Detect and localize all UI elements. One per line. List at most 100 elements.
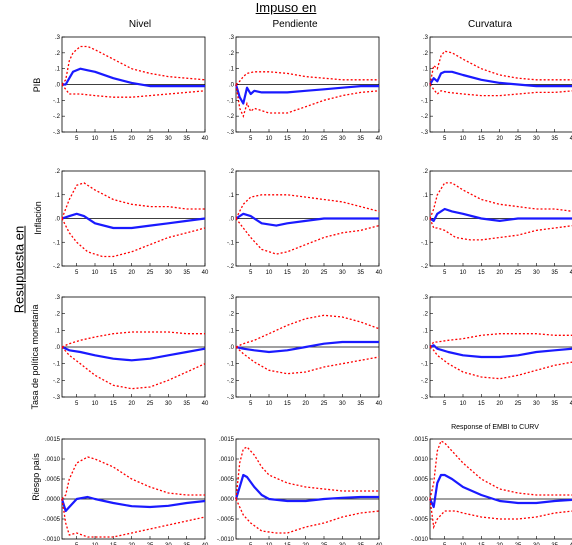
y-tick-label: -.0010 [43,537,61,543]
x-tick-label: 15 [110,270,117,276]
y-tick-label: -.0005 [43,517,61,523]
panel-3-2: -.0010 -.0005 .0000 .0005 .0010 .0015 5 10 15 20 2… [411,437,572,545]
x-tick-label: 40 [570,401,572,407]
panel-2-2: -.3 -.2 -.1 .0 .1 .2 .3 5 10 15 20 25 30 35 40 [421,295,572,407]
lower-band-line [61,218,206,258]
y-tick-label: .3 [229,35,235,41]
y-tick-label: .2 [55,51,61,57]
x-tick-label: 40 [202,270,209,276]
x-tick-label: 5 [443,270,447,276]
x-tick-label: 15 [478,270,485,276]
x-tick-label: 5 [249,270,253,276]
lower-band-line [429,346,572,380]
response-line [234,84,379,105]
x-tick-label: 40 [570,543,572,545]
x-tick-label: 10 [92,543,99,545]
y-tick-label: -.1 [53,240,61,246]
x-tick-label: 20 [128,136,135,142]
y-tick-label: .1 [55,67,61,73]
x-tick-label: 25 [515,136,522,142]
x-tick-label: 35 [551,136,558,142]
response-line [60,495,206,513]
y-tick-label: -.2 [227,378,235,384]
x-tick-label: 20 [496,270,503,276]
column-label-pendiente: Pendiente [272,19,318,30]
x-tick-label: 30 [339,401,346,407]
y-tick-label: -.2 [421,378,429,384]
upper-band-line [429,333,572,348]
x-tick-label: 40 [376,543,383,545]
response-line [234,473,379,503]
x-tick-label: 35 [183,401,190,407]
y-tick-label: .1 [229,67,235,73]
x-tick-label: 35 [357,401,364,407]
lower-band-line [235,84,380,119]
x-tick-label: 10 [460,401,467,407]
y-tick-label: .2 [229,312,235,318]
lower-band-line [235,218,380,255]
x-tick-label: 10 [460,136,467,142]
y-tick-label: .0 [229,345,235,351]
upper-band-line [61,331,205,348]
x-tick-label: 40 [376,270,383,276]
x-tick-label: 30 [533,401,540,407]
y-tick-label: .3 [55,35,61,41]
panel-3-1: -.0010 -.0005 .0000 .0005 .0010 .0015 5 10 15 20 2… [217,437,383,545]
response-line [235,340,379,354]
x-tick-label: 15 [478,543,485,545]
x-tick-label: 5 [75,543,79,545]
y-tick-label: .2 [55,169,61,175]
y-tick-label: -.2 [53,264,61,270]
x-tick-label: 35 [551,543,558,545]
y-tick-label: -.1 [53,362,61,368]
x-tick-label: 10 [266,270,273,276]
plot-frame [235,438,380,540]
x-tick-label: 5 [443,401,447,407]
x-tick-label: 25 [321,401,328,407]
panel-1-0: -.2 -.1 .0 .1 .2 5 10 15 20 25 30 35 40 [53,169,209,276]
x-tick-label: 30 [339,270,346,276]
x-tick-label: 20 [496,401,503,407]
x-tick-label: 10 [92,401,99,407]
x-tick-label: 30 [339,543,346,545]
y-tick-label: -.0005 [411,517,429,523]
y-tick-label: .2 [229,169,235,175]
x-tick-label: 20 [496,136,503,142]
x-tick-label: 25 [321,543,328,545]
x-tick-label: 10 [460,270,467,276]
x-tick-label: 25 [147,270,154,276]
response-line [61,345,206,362]
x-tick-label: 30 [533,270,540,276]
x-tick-label: 25 [147,543,154,545]
x-tick-label: 5 [75,401,79,407]
y-tick-label: .2 [55,312,61,318]
x-tick-label: 20 [302,136,309,142]
response-line [235,212,379,227]
x-tick-label: 30 [165,136,172,142]
figure-title: Impuso en [255,0,317,15]
y-tick-label: .0005 [413,477,429,483]
x-tick-label: 25 [515,270,522,276]
y-tick-label: -.2 [421,264,429,270]
x-tick-label: 20 [128,543,135,545]
x-tick-label: 40 [202,401,209,407]
y-tick-label: .1 [423,328,429,334]
y-tick-label: .0000 [219,497,235,503]
y-tick-label: .2 [423,312,429,318]
response-line [62,67,205,88]
x-tick-label: 5 [75,270,79,276]
y-tick-label: .2 [423,51,429,57]
y-tick-label: .0010 [45,457,61,463]
x-tick-label: 35 [183,270,190,276]
y-tick-label: .0 [229,83,235,89]
y-tick-label: .0010 [219,457,235,463]
x-tick-label: 5 [249,401,253,407]
y-tick-label: -.3 [227,130,235,136]
y-tick-label: -.1 [421,362,429,368]
x-tick-label: 10 [460,543,467,545]
x-tick-label: 25 [147,401,154,407]
y-tick-label: -.0005 [217,517,235,523]
x-tick-label: 25 [321,270,328,276]
y-tick-label: .0 [229,217,235,223]
